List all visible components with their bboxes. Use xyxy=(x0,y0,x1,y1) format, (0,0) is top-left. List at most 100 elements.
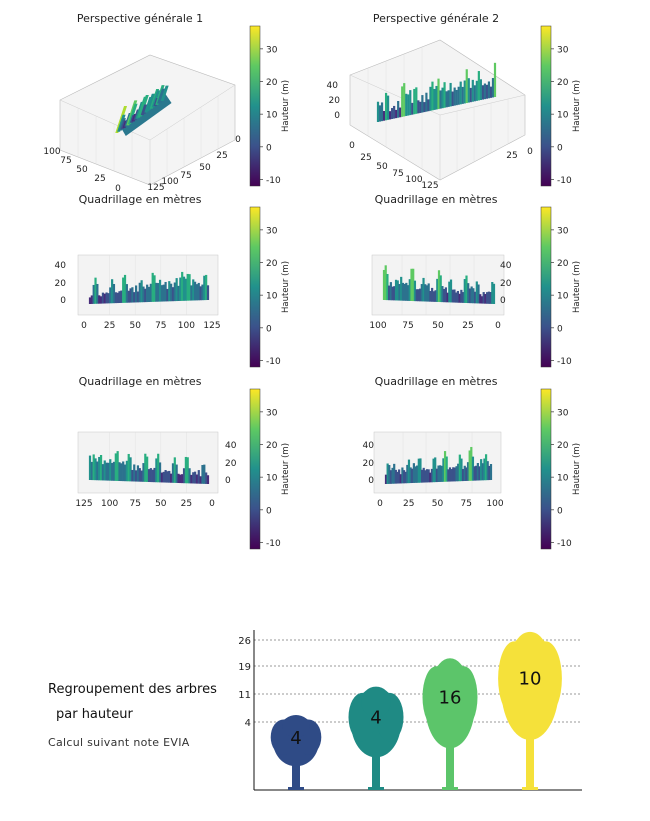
x-tick-label: 75 xyxy=(129,499,140,509)
colorbar-label: Hauteur (m) xyxy=(572,80,582,132)
colorbar-tick-label: 20 xyxy=(557,78,569,88)
z-tick-label: 0 xyxy=(60,296,66,306)
colorbar-tick-label: 20 xyxy=(557,259,569,269)
colorbar-tick-label: 20 xyxy=(266,78,278,88)
tree-count-label: 4 xyxy=(290,728,301,749)
x-tick-label: 0 xyxy=(349,141,355,151)
x-tick-label: 0 xyxy=(209,499,215,509)
tree-chart-title-line1: Regroupement des arbres xyxy=(48,682,217,697)
surface-plot: 0 20 40 0 25 50 75 100 xyxy=(363,431,504,509)
tree-trunk-base xyxy=(522,787,538,790)
colorbar-label: Hauteur (m) xyxy=(572,443,582,495)
colorbar xyxy=(249,206,261,368)
surface-plot: 0 20 40 100 75 50 25 0 xyxy=(369,254,512,331)
x-tick-label: 50 xyxy=(76,165,88,175)
tree-crown-lobe xyxy=(282,714,310,738)
x-tick-label: 100 xyxy=(405,175,422,185)
surface-plot-title: Quadrillage en mètres xyxy=(375,193,498,206)
surface-plot: 0 20 40 0 25 50 75 100 125 xyxy=(55,254,221,331)
tree-trunk-base xyxy=(442,787,458,790)
colorbar-tick-label: 0 xyxy=(557,324,563,334)
z-tick-label: 20 xyxy=(329,96,341,106)
colorbar-tick-label: 30 xyxy=(266,226,278,236)
tree-trunk xyxy=(292,762,300,790)
colorbar-tick-label: 0 xyxy=(557,143,563,153)
surface-plots-panel: Perspective générale 1 -10 0 10 20 30 Hauteur … xyxy=(43,12,582,550)
colorbar-label: Hauteur (m) xyxy=(281,443,291,495)
tree-bar xyxy=(498,631,562,790)
tree-trunk-base xyxy=(288,787,304,790)
tree-bar xyxy=(270,714,322,790)
x-tick-label: 125 xyxy=(203,321,220,331)
x-tick-label: 25 xyxy=(403,499,414,509)
colorbar-tick-label: 30 xyxy=(557,45,569,55)
colorbar-label: Hauteur (m) xyxy=(281,80,291,132)
colorbar-tick-label: 30 xyxy=(266,45,278,55)
z-tick-label: 40 xyxy=(327,81,339,91)
colorbar-tick-label: 30 xyxy=(266,408,278,418)
colorbar-tick-label: 0 xyxy=(557,506,563,516)
surface-plot-title: Quadrillage en mètres xyxy=(375,375,498,388)
colorbar-tick-label: 10 xyxy=(557,474,569,484)
tree-trunk-base xyxy=(368,787,384,790)
tree-count-label: 10 xyxy=(519,668,542,689)
colorbar-tick-label: 0 xyxy=(266,143,272,153)
x-tick-label: 50 xyxy=(129,321,141,331)
x-tick-label: 0 xyxy=(377,499,383,509)
tree-count-label: 4 xyxy=(370,708,381,729)
colorbar-tick-label: 20 xyxy=(266,441,278,451)
axes-grid xyxy=(349,74,526,180)
tree-crown-lobe xyxy=(435,658,465,698)
colorbar-tick-label: 10 xyxy=(266,292,278,302)
axes-grid xyxy=(59,84,236,185)
y-tick-label: 26 xyxy=(238,636,251,647)
colorbar-tick-label: 10 xyxy=(266,111,278,121)
colorbar xyxy=(249,388,261,550)
colorbar-tick-label: 10 xyxy=(557,111,569,121)
colorbar-tick-label: -10 xyxy=(266,539,281,549)
x-tick-label: 25 xyxy=(94,174,105,184)
surface-plot-title: Perspective générale 1 xyxy=(77,12,203,25)
x-tick-label: 25 xyxy=(104,321,115,331)
x-tick-label: 75 xyxy=(155,321,166,331)
colorbar-tick-label: 20 xyxy=(266,259,278,269)
tree-chart-subtitle: Calcul suivant note EVIA xyxy=(48,736,190,749)
colorbar-tick-label: 30 xyxy=(557,408,569,418)
colorbar-tick-label: 20 xyxy=(557,441,569,451)
tree-trunk xyxy=(372,753,380,790)
tree-crown-lobe xyxy=(512,631,548,679)
x-tick-label: 50 xyxy=(376,162,388,172)
y-tick-label: 0 xyxy=(235,135,241,145)
y-tick-label: 50 xyxy=(199,163,211,173)
colorbar-tick-label: -10 xyxy=(266,176,281,186)
z-tick-label: 20 xyxy=(55,279,67,289)
x-tick-label: 25 xyxy=(360,153,371,163)
colorbar-tick-label: -10 xyxy=(557,539,572,549)
x-tick-label: 50 xyxy=(432,321,444,331)
y-tick-label: 25 xyxy=(506,151,517,161)
colorbar-tick-label: -10 xyxy=(557,176,572,186)
x-tick-label: 100 xyxy=(369,321,386,331)
z-tick-label: 0 xyxy=(225,476,231,486)
y-tick-label: 25 xyxy=(216,151,227,161)
x-tick-label: 75 xyxy=(461,499,472,509)
surface-plot: 0 20 40 125 100 75 50 25 0 xyxy=(75,431,237,509)
colorbar-tick-label: 10 xyxy=(266,474,278,484)
terrain-surface xyxy=(115,85,172,136)
colorbar-tick-label: 0 xyxy=(266,506,272,516)
y-tick-label: 125 xyxy=(147,183,164,193)
x-tick-label: 100 xyxy=(178,321,195,331)
y-tick-label: 75 xyxy=(180,171,191,181)
axes-pane xyxy=(349,39,526,181)
tree-trunk xyxy=(446,744,454,790)
x-tick-label: 50 xyxy=(155,499,167,509)
x-tick-label: 100 xyxy=(101,499,118,509)
z-tick-label: 40 xyxy=(500,261,512,271)
x-tick-label: 125 xyxy=(421,181,438,191)
tree-bar xyxy=(422,658,478,790)
y-tick-label: 4 xyxy=(245,718,251,729)
z-tick-label: 20 xyxy=(363,459,375,469)
colorbar-tick-label: 30 xyxy=(557,226,569,236)
y-tick-label: 19 xyxy=(238,662,251,673)
